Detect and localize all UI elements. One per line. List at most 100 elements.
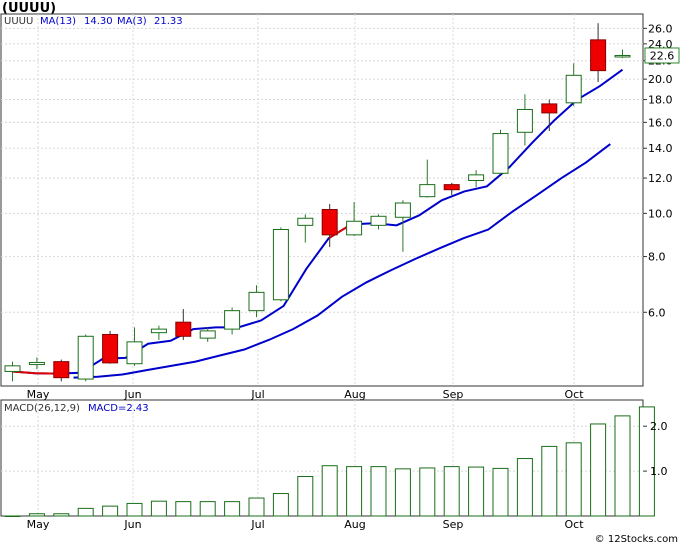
macd-bar — [53, 513, 70, 517]
macd-month-labels: May Jun Jul Aug Sep Oct — [27, 518, 585, 531]
candle-body — [199, 330, 216, 339]
ma13-line — [73, 143, 611, 379]
candle — [541, 99, 558, 132]
price-month-label: Aug — [344, 388, 365, 401]
macd-bar — [175, 501, 192, 517]
candle-body — [614, 54, 631, 58]
price-tick-label: 16.0 — [648, 116, 673, 129]
symbol-label: UUUU — [4, 16, 33, 27]
macd-bar — [297, 475, 314, 517]
macd-tick-label: 1.0 — [650, 465, 668, 478]
price-month-label: Sep — [443, 388, 464, 401]
price-tick-label: 20.0 — [648, 73, 673, 86]
candle — [443, 182, 460, 195]
macd-bar — [492, 467, 509, 517]
candle — [321, 203, 338, 248]
candle-body — [102, 333, 119, 364]
candle-body — [77, 335, 94, 380]
ma13-polyline — [73, 143, 611, 379]
macd-tick-label: 2.0 — [650, 420, 668, 433]
macd-bar — [321, 465, 338, 517]
macd-bar — [565, 442, 582, 517]
candle-body — [272, 229, 289, 301]
candle — [468, 170, 485, 188]
candle-body — [126, 341, 143, 365]
candle-body — [516, 108, 533, 133]
candle-body — [150, 328, 167, 334]
candle — [4, 361, 21, 382]
ma3-legend-name: MA(3) — [117, 16, 147, 27]
candle-body — [370, 215, 387, 226]
chart-title: (UUUU) — [2, 1, 56, 16]
macd-bar — [28, 513, 45, 517]
macd-bar — [102, 505, 119, 517]
macd-bar — [468, 466, 485, 517]
candle — [248, 285, 265, 318]
price-tick-label: 14.0 — [648, 142, 673, 155]
candle-body — [248, 291, 265, 312]
price-tick-label: 18.0 — [648, 94, 673, 107]
macd-bar — [77, 507, 94, 517]
price-tick-label: 10.0 — [648, 207, 673, 220]
price-tick-label: 26.0 — [648, 22, 673, 35]
macd-label: MACD(26,12,9) — [4, 403, 80, 414]
price-tick-label: 8.0 — [648, 251, 666, 264]
ma13-legend-value: 14.30 — [84, 16, 113, 27]
candle-body — [590, 39, 607, 72]
credit-label: © 12Stocks.com — [595, 534, 678, 545]
candle-body — [4, 365, 21, 372]
macd-bar — [4, 515, 21, 517]
price-month-label: Oct — [564, 388, 584, 401]
candle-body — [565, 74, 582, 104]
macd-axis: 1.0 2.0 — [643, 420, 668, 478]
candle — [150, 325, 167, 340]
candle-body — [419, 184, 436, 198]
candle — [175, 309, 192, 340]
candle — [199, 327, 216, 342]
candle — [614, 49, 631, 59]
candle-body — [53, 361, 70, 379]
candle-body — [28, 361, 45, 366]
macd-bar — [224, 501, 241, 517]
macd-bar — [443, 466, 460, 517]
last-price-badge: 22.6 — [644, 47, 680, 64]
candle — [394, 200, 411, 252]
macd-bar — [638, 406, 655, 517]
candle — [126, 327, 143, 366]
candle — [346, 202, 363, 236]
candle — [492, 129, 509, 175]
macd-bar — [126, 502, 143, 517]
candle — [224, 307, 241, 335]
candle — [102, 330, 119, 364]
price-tick-label: 12.0 — [648, 172, 673, 185]
price-month-label: Jul — [250, 388, 264, 401]
macd-bar — [346, 466, 363, 517]
macd-bar — [370, 466, 387, 517]
macd-bar — [590, 423, 607, 517]
macd-bar — [614, 415, 631, 517]
candle — [565, 63, 582, 107]
macd-month-label: Aug — [344, 518, 365, 531]
candle — [419, 159, 436, 198]
macd-bar — [419, 467, 436, 517]
macd-bar — [272, 493, 289, 517]
candle — [28, 357, 45, 370]
candle — [370, 214, 387, 230]
macd-bar — [516, 458, 533, 517]
macd-bar — [199, 501, 216, 517]
ma3-legend-value: 21.33 — [154, 16, 183, 27]
price-month-labels: May Jun Jul Aug Sep Oct — [27, 388, 585, 401]
macd-month-label: Oct — [564, 518, 584, 531]
macd-bar — [541, 445, 558, 517]
macd-month-label: Sep — [443, 518, 464, 531]
price-tick-label: 6.0 — [648, 306, 666, 319]
candle — [53, 359, 70, 382]
macd-month-label: Jun — [123, 518, 141, 531]
candle-body — [321, 209, 338, 236]
macd-bar — [248, 497, 265, 517]
price-month-label: Jun — [123, 388, 141, 401]
price-panel — [0, 13, 644, 387]
candle-body — [492, 133, 509, 174]
candle — [516, 94, 533, 146]
